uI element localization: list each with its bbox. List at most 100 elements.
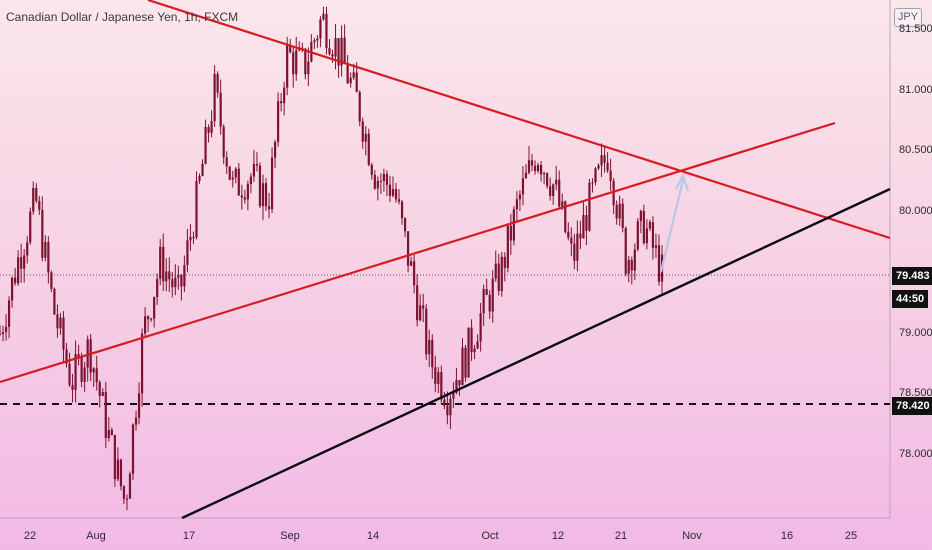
candle-body: [434, 367, 437, 384]
candle-body: [307, 61, 310, 75]
descending-red-trendline[interactable]: [147, 0, 891, 240]
candle-body: [116, 459, 119, 480]
candle-body: [192, 236, 195, 238]
candle-body: [406, 231, 410, 266]
candle-body: [17, 257, 20, 284]
candle-body: [515, 199, 519, 210]
candlestick-series: [0, 6, 664, 511]
candle-body: [346, 63, 349, 84]
candle-body: [134, 417, 138, 425]
candle-body: [654, 245, 658, 248]
candle-body: [455, 380, 458, 393]
candle-body: [458, 380, 461, 386]
candle-body: [44, 242, 47, 258]
candle-body: [518, 194, 522, 200]
candle-body: [524, 172, 528, 179]
candle-body: [286, 44, 289, 88]
candle-body: [651, 222, 655, 248]
candle-body: [29, 211, 32, 243]
candle-body: [80, 357, 83, 382]
candle-body: [648, 222, 652, 229]
candle-body: [98, 382, 101, 396]
candle-body: [343, 37, 346, 64]
support-price-tag: 78.420: [892, 397, 932, 415]
candle-body: [618, 203, 621, 219]
candle-body: [14, 277, 17, 284]
candle-body: [509, 225, 512, 241]
candle-body: [101, 392, 104, 396]
candle-body: [440, 372, 443, 400]
candle-body: [32, 187, 35, 212]
candle-body: [201, 163, 204, 177]
candle-body: [555, 179, 558, 185]
candle-body: [246, 184, 249, 200]
candle-body: [0, 333, 2, 335]
candle-body: [264, 183, 268, 207]
currency-button[interactable]: JPY: [894, 8, 922, 27]
candle-body: [591, 182, 594, 184]
candle-body: [549, 186, 552, 196]
candle-body: [77, 354, 80, 358]
candle-body: [612, 180, 615, 205]
candle-body: [564, 201, 567, 232]
candle-body: [382, 173, 385, 181]
candle-body: [527, 160, 531, 173]
candle-body: [119, 459, 123, 487]
candle-body: [292, 52, 295, 75]
candle-body: [222, 126, 225, 158]
price-tick-label: 79.000: [899, 326, 932, 339]
candle-body: [174, 277, 177, 288]
candle-body: [642, 210, 645, 244]
candle-body: [376, 180, 379, 189]
candle-body: [86, 339, 89, 368]
candle-body: [225, 157, 228, 167]
candle-body: [147, 316, 150, 320]
candle-body: [639, 210, 642, 222]
candle-body: [7, 300, 11, 327]
candle-body: [74, 354, 77, 390]
candle-body: [506, 225, 509, 268]
candle-body: [83, 367, 86, 382]
ascending-red-trendline[interactable]: [0, 121, 836, 384]
candle-body: [319, 19, 322, 39]
time-tick-label: Aug: [86, 530, 106, 542]
candle-body: [422, 305, 425, 309]
candle-body: [150, 318, 153, 320]
candle-body: [171, 279, 174, 288]
candle-body: [606, 162, 609, 171]
candle-body: [630, 259, 633, 271]
candle-body: [50, 272, 53, 289]
candle-body: [470, 327, 473, 353]
candle-body: [576, 233, 579, 261]
candle-body: [204, 127, 207, 164]
candle-body: [340, 37, 343, 66]
candle-body: [1, 332, 5, 334]
candle-body: [270, 157, 274, 210]
candle-body: [228, 166, 231, 180]
projection-arrow[interactable]: [659, 173, 690, 273]
candle-body: [56, 314, 59, 329]
time-tick-label: 12: [551, 530, 565, 542]
candle-body: [177, 275, 180, 278]
candle-body: [328, 48, 331, 55]
candle-body: [210, 121, 213, 133]
candle-body: [325, 13, 328, 49]
candle-body: [546, 173, 549, 187]
candle-body: [137, 393, 141, 418]
candle-body: [573, 243, 576, 261]
candle-body: [539, 165, 543, 175]
price-tick-label: 78.500: [899, 387, 932, 400]
candle-body: [252, 163, 256, 177]
candle-body: [113, 434, 116, 480]
ascending-black-trendline[interactable]: [181, 187, 891, 520]
candle-body: [4, 326, 8, 333]
candle-body: [219, 92, 222, 127]
candle-body: [47, 242, 50, 273]
candle-body: [428, 339, 431, 355]
candle-body: [304, 48, 307, 75]
candle-body: [467, 327, 470, 378]
candle-body: [416, 285, 419, 321]
candle-body: [23, 255, 26, 269]
